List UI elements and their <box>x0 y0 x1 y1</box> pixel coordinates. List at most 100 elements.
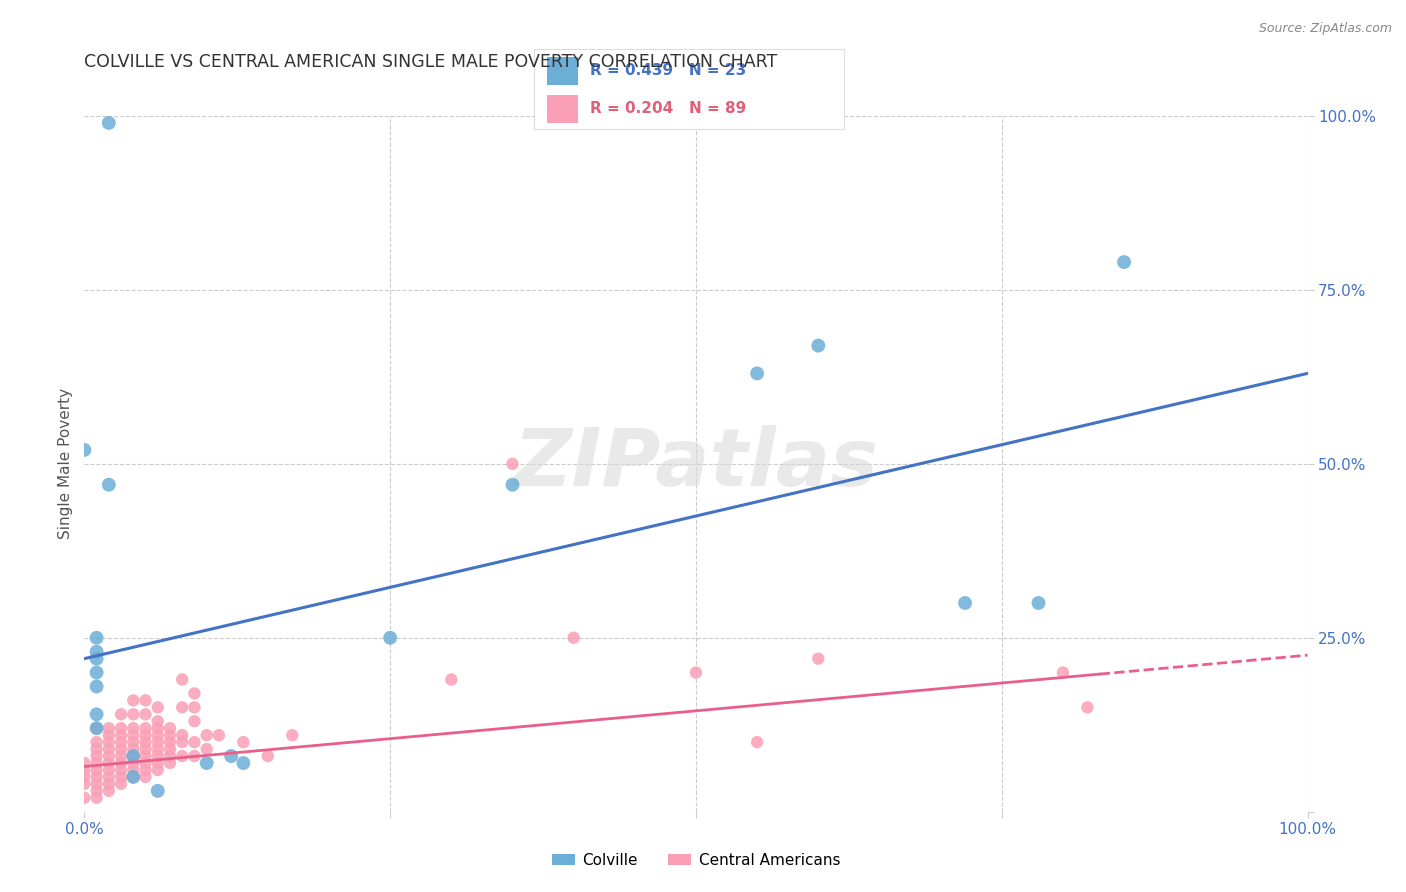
Point <box>146 749 169 764</box>
FancyBboxPatch shape <box>547 95 578 123</box>
Point <box>208 728 231 742</box>
Point <box>562 631 585 645</box>
Point <box>146 700 169 714</box>
Point <box>86 770 108 784</box>
Point <box>86 784 108 798</box>
Point <box>86 645 108 659</box>
Point <box>86 680 108 694</box>
Point <box>159 728 181 742</box>
Point <box>183 735 205 749</box>
Point <box>97 477 120 491</box>
Point <box>86 749 108 764</box>
Point <box>135 693 157 707</box>
Point <box>183 686 205 700</box>
Point <box>159 756 181 770</box>
Point <box>73 442 96 457</box>
Point <box>86 721 108 735</box>
Point <box>122 693 145 707</box>
Point <box>232 756 254 770</box>
Point <box>146 742 169 756</box>
Point <box>146 756 169 770</box>
Point <box>172 749 194 764</box>
Point <box>86 721 108 735</box>
Point <box>86 763 108 777</box>
Point <box>97 116 120 130</box>
Point <box>195 756 218 770</box>
Point <box>380 631 402 645</box>
Point <box>281 728 304 742</box>
Point <box>159 721 181 735</box>
Point <box>807 338 830 352</box>
Point <box>501 477 523 491</box>
Point <box>110 735 132 749</box>
Point <box>86 790 108 805</box>
Point <box>122 742 145 756</box>
Point <box>110 770 132 784</box>
Point <box>97 735 120 749</box>
Point <box>122 749 145 764</box>
Point <box>146 735 169 749</box>
Point <box>1114 255 1136 269</box>
Point <box>183 749 205 764</box>
Point <box>135 749 157 764</box>
Point <box>1028 596 1050 610</box>
Point <box>122 763 145 777</box>
Point <box>73 763 96 777</box>
Point <box>135 721 157 735</box>
Point <box>1076 700 1098 714</box>
Point <box>135 742 157 756</box>
Point <box>122 770 145 784</box>
Point <box>110 707 132 722</box>
Point <box>440 673 463 687</box>
Point <box>86 735 108 749</box>
Point <box>110 756 132 770</box>
Point <box>146 714 169 729</box>
Point <box>86 756 108 770</box>
Point <box>146 784 169 798</box>
Point <box>122 749 145 764</box>
Point <box>807 651 830 665</box>
Point <box>747 367 769 381</box>
Point <box>195 742 218 756</box>
Point <box>122 721 145 735</box>
Point <box>86 707 108 722</box>
Text: Source: ZipAtlas.com: Source: ZipAtlas.com <box>1258 22 1392 36</box>
Point <box>1052 665 1074 680</box>
Point <box>685 665 707 680</box>
Legend: Colville, Central Americans: Colville, Central Americans <box>546 847 846 873</box>
Point <box>86 742 108 756</box>
Text: COLVILLE VS CENTRAL AMERICAN SINGLE MALE POVERTY CORRELATION CHART: COLVILLE VS CENTRAL AMERICAN SINGLE MALE… <box>84 54 778 71</box>
Point <box>97 721 120 735</box>
Point <box>122 735 145 749</box>
Point <box>172 700 194 714</box>
Point <box>146 728 169 742</box>
Point <box>135 763 157 777</box>
Point <box>110 728 132 742</box>
Point <box>97 784 120 798</box>
Point <box>97 777 120 791</box>
Point <box>159 749 181 764</box>
Point <box>953 596 976 610</box>
Point <box>146 763 169 777</box>
Point <box>73 756 96 770</box>
Point <box>135 707 157 722</box>
Point <box>501 457 523 471</box>
Point <box>73 777 96 791</box>
Point <box>146 721 169 735</box>
Point <box>97 770 120 784</box>
Point <box>97 763 120 777</box>
Text: ZIPatlas: ZIPatlas <box>513 425 879 503</box>
Point <box>135 770 157 784</box>
Point <box>122 707 145 722</box>
Point <box>232 735 254 749</box>
Point <box>122 770 145 784</box>
FancyBboxPatch shape <box>547 57 578 86</box>
Point <box>86 631 108 645</box>
Point <box>172 728 194 742</box>
Point <box>73 790 96 805</box>
Point <box>159 735 181 749</box>
Text: R = 0.204   N = 89: R = 0.204 N = 89 <box>591 101 747 116</box>
Point <box>135 756 157 770</box>
Point <box>86 665 108 680</box>
Point <box>122 728 145 742</box>
